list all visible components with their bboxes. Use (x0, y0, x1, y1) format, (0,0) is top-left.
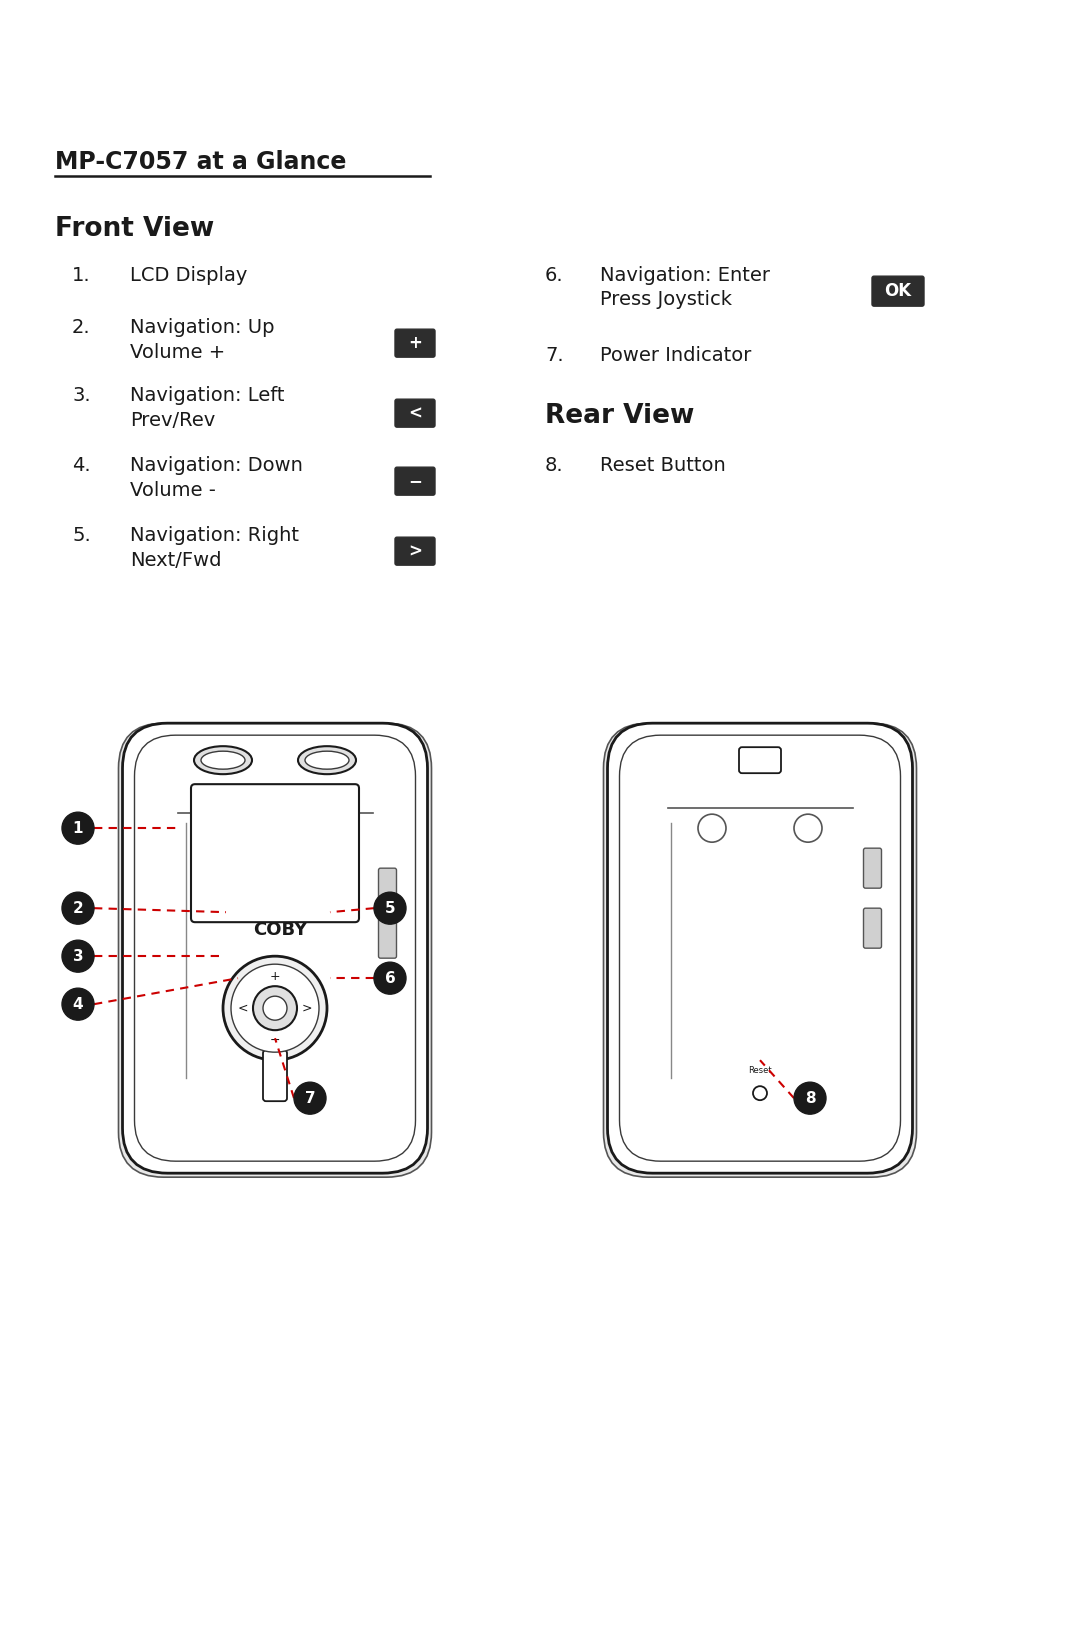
Text: 2.: 2. (72, 318, 91, 338)
Circle shape (62, 813, 94, 844)
Text: 4: 4 (72, 997, 83, 1011)
Text: 3.: 3. (72, 387, 91, 405)
Circle shape (62, 892, 94, 924)
Circle shape (222, 956, 327, 1060)
Text: Coby Electronics Corporation: Coby Electronics Corporation (732, 1598, 1015, 1618)
Circle shape (231, 964, 319, 1052)
Text: −: − (270, 1034, 280, 1047)
Circle shape (62, 988, 94, 1019)
Text: Navigation: Right
Next/Fwd: Navigation: Right Next/Fwd (130, 526, 299, 570)
Circle shape (753, 1087, 767, 1100)
Text: 2: 2 (72, 901, 83, 916)
FancyBboxPatch shape (378, 918, 396, 959)
FancyBboxPatch shape (604, 723, 917, 1177)
FancyBboxPatch shape (395, 400, 435, 428)
Circle shape (294, 1082, 326, 1115)
Text: 8: 8 (805, 1090, 815, 1106)
Text: Press Joystick: Press Joystick (600, 290, 732, 310)
FancyBboxPatch shape (378, 869, 396, 908)
Text: Navigation: Left
Prev/Rev: Navigation: Left Prev/Rev (130, 387, 284, 429)
Circle shape (264, 997, 287, 1019)
Text: <: < (238, 1001, 248, 1015)
FancyBboxPatch shape (864, 847, 881, 888)
FancyBboxPatch shape (264, 1051, 287, 1101)
Text: Reset: Reset (748, 1067, 772, 1075)
Ellipse shape (194, 746, 252, 774)
FancyBboxPatch shape (191, 783, 359, 923)
Ellipse shape (201, 751, 245, 769)
Circle shape (253, 987, 297, 1031)
Circle shape (794, 1082, 826, 1115)
Text: 8.: 8. (545, 456, 564, 475)
Text: GETTING STARTED: GETTING STARTED (325, 39, 755, 80)
FancyBboxPatch shape (872, 277, 924, 306)
Text: <: < (408, 405, 422, 423)
Text: Navigation: Down
Volume -: Navigation: Down Volume - (130, 456, 302, 500)
Text: 6: 6 (384, 970, 395, 985)
Text: COBY: COBY (253, 921, 307, 939)
FancyBboxPatch shape (607, 723, 913, 1174)
Circle shape (698, 815, 726, 842)
Circle shape (374, 962, 406, 995)
Text: Power Indicator: Power Indicator (600, 346, 752, 365)
Text: Navigation: Up
Volume +: Navigation: Up Volume + (130, 318, 274, 362)
Circle shape (62, 941, 94, 972)
Text: >: > (408, 543, 422, 561)
FancyBboxPatch shape (739, 747, 781, 774)
Text: −: − (408, 472, 422, 490)
Text: >: > (301, 1001, 312, 1015)
Text: 1: 1 (72, 821, 83, 836)
FancyBboxPatch shape (395, 329, 435, 357)
Circle shape (374, 892, 406, 924)
Text: +: + (270, 970, 281, 983)
Text: 4.: 4. (72, 456, 91, 475)
Text: OK: OK (885, 282, 912, 300)
Text: LCD Display: LCD Display (130, 266, 247, 285)
Text: Front View: Front View (55, 216, 214, 243)
FancyBboxPatch shape (395, 467, 435, 495)
Text: 6.: 6. (545, 266, 564, 285)
Text: 7: 7 (305, 1090, 315, 1106)
FancyBboxPatch shape (122, 723, 428, 1174)
Text: 3: 3 (72, 949, 83, 964)
FancyBboxPatch shape (119, 723, 432, 1177)
FancyBboxPatch shape (395, 538, 435, 565)
Text: +: + (408, 334, 422, 352)
Text: 5.: 5. (72, 526, 91, 546)
Ellipse shape (305, 751, 349, 769)
Text: MP-C7057 at a Glance: MP-C7057 at a Glance (55, 151, 347, 174)
Text: 5: 5 (384, 901, 395, 916)
Text: Navigation: Enter: Navigation: Enter (600, 266, 770, 285)
Text: 1.: 1. (72, 266, 91, 285)
Text: Page 12: Page 12 (65, 1598, 144, 1618)
FancyBboxPatch shape (864, 908, 881, 949)
Circle shape (794, 815, 822, 842)
Text: Reset Button: Reset Button (600, 456, 726, 475)
Text: 7.: 7. (545, 346, 564, 365)
Ellipse shape (298, 746, 356, 774)
Text: Rear View: Rear View (545, 403, 694, 429)
